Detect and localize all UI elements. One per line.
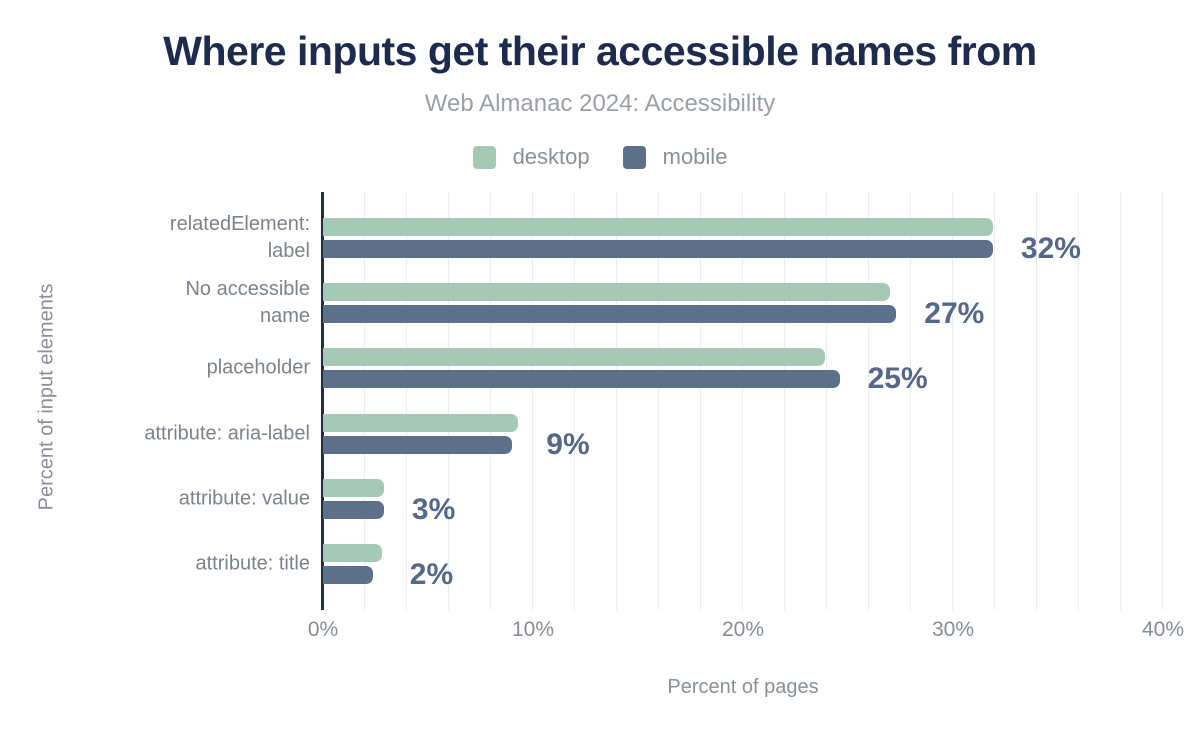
mobile-bar[interactable] [323,566,374,585]
chart-subtitle: Web Almanac 2024: Accessibility [424,90,776,117]
legend-item-desktop[interactable]: desktop [472,144,590,170]
desktop-bar[interactable] [323,544,382,563]
x-tick-label: 30% [931,618,975,641]
legend-swatch-mobile-icon [622,145,646,169]
bar-pair: 9% [323,413,1163,459]
desktop-bar[interactable] [323,478,384,497]
category-label: placeholder [206,356,310,379]
category-label: attribute: title [195,552,310,575]
gridlines [323,192,1164,610]
value-label: 9% [546,427,590,461]
legend-label: mobile [662,144,728,169]
category-row: relatedElement: label 32% [170,205,1163,270]
y-axis-line [321,192,324,610]
desktop-bar[interactable] [323,348,825,367]
mobile-bar[interactable] [323,500,384,519]
mobile-bar[interactable] [323,239,993,258]
category-row: attribute: value 3% [179,466,1163,531]
value-label: 25% [867,362,928,396]
x-tick-label: 10% [511,618,555,641]
bar-pair: 27% [323,282,1163,328]
x-tick-label: 20% [721,618,765,641]
legend-label: desktop [512,144,590,169]
x-axis-title: Percent of pages [667,676,819,698]
category-label: No accessible name [185,277,310,327]
category-row: attribute: title 2% [195,531,1163,596]
x-axis-ticks: 0% 10% 20% 30% 40% [308,618,1184,644]
plot-area: relatedElement: label 32% No accessible na… [144,192,1164,610]
category-row: attribute: aria-label 9% [144,401,1163,466]
desktop-bar[interactable] [323,282,890,301]
legend-swatch-desktop-icon [472,145,496,169]
mobile-bar[interactable] [323,304,897,323]
value-label: 2% [409,558,454,592]
value-label: 32% [1020,231,1081,265]
bar-pair: 2% [323,544,1163,590]
legend-item-mobile[interactable]: mobile [622,144,728,170]
bar-pair: 32% [323,217,1163,263]
bar-pair: 25% [323,348,1163,394]
value-label: 3% [411,492,456,526]
desktop-bar[interactable] [323,413,519,432]
bar-pair: 3% [323,478,1163,524]
mobile-bar[interactable] [323,370,840,389]
desktop-bar[interactable] [323,217,993,236]
x-tick-label: 0% [307,618,339,641]
category-label: attribute: value [178,487,310,510]
category-row: placeholder 25% [207,336,1163,401]
category-label: relatedElement: label [169,212,310,262]
x-tick-label: 40% [1141,618,1185,641]
category-label: attribute: aria-label [144,422,310,445]
value-label: 27% [924,296,985,330]
bar-rows: relatedElement: label 32% No accessible na… [144,205,1163,597]
chart-title: Where inputs get their accessible names … [163,28,1037,74]
category-row: No accessible name 27% [185,270,1163,335]
mobile-bar[interactable] [323,435,512,454]
legend: desktop mobile [0,144,1200,170]
